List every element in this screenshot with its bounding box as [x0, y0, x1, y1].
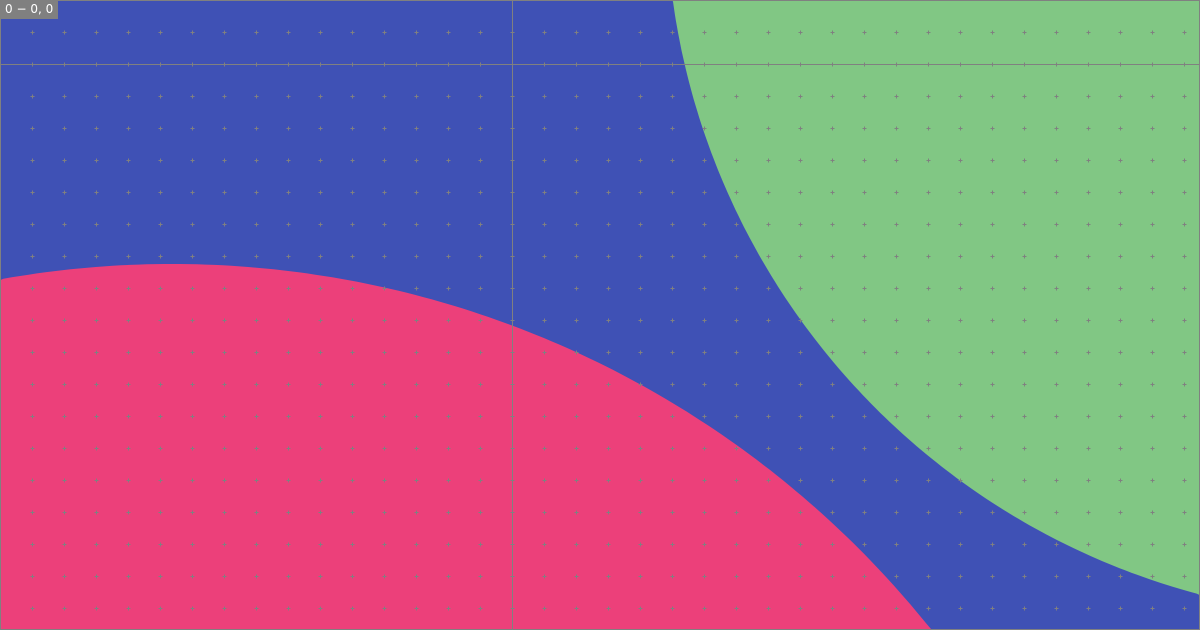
pink-circle[interactable] [0, 264, 1143, 630]
grid-dots [30, 30, 1187, 611]
coordinate-readout: 0 − 0, 0 [0, 0, 59, 19]
dot-grid [30, 30, 1187, 611]
green-circle[interactable] [666, 0, 1200, 618]
